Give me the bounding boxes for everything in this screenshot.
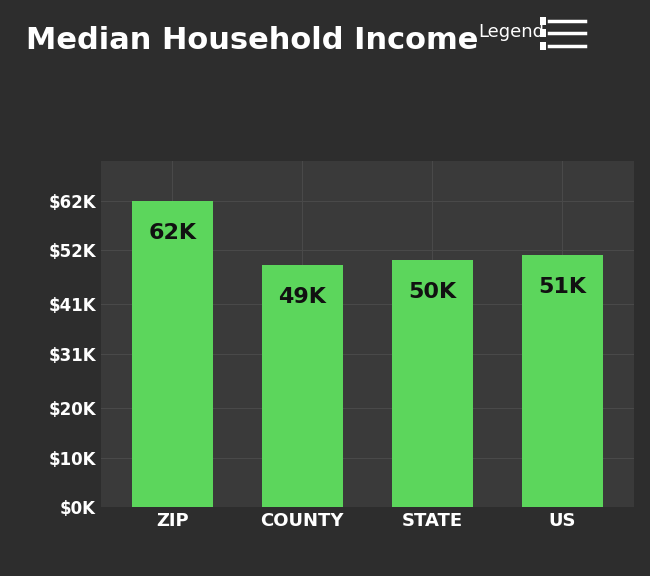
Text: 62K: 62K [148, 223, 196, 243]
Text: Median Household Income: Median Household Income [26, 26, 478, 55]
Bar [262, 265, 343, 507]
Text: 50K: 50K [408, 282, 456, 302]
Text: 51K: 51K [538, 277, 586, 297]
Bar [132, 201, 213, 507]
Bar [392, 260, 473, 507]
Text: Legend: Legend [478, 23, 544, 41]
Text: 49K: 49K [278, 287, 326, 307]
Bar [522, 255, 603, 507]
